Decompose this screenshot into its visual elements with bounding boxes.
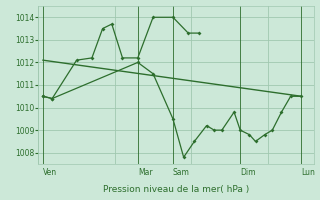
Text: Sam: Sam bbox=[173, 168, 190, 177]
Text: Lun: Lun bbox=[301, 168, 315, 177]
Text: Ven: Ven bbox=[43, 168, 57, 177]
Text: Dim: Dim bbox=[240, 168, 256, 177]
Text: Pression niveau de la mer( hPa ): Pression niveau de la mer( hPa ) bbox=[103, 185, 249, 194]
Text: Mar: Mar bbox=[138, 168, 152, 177]
